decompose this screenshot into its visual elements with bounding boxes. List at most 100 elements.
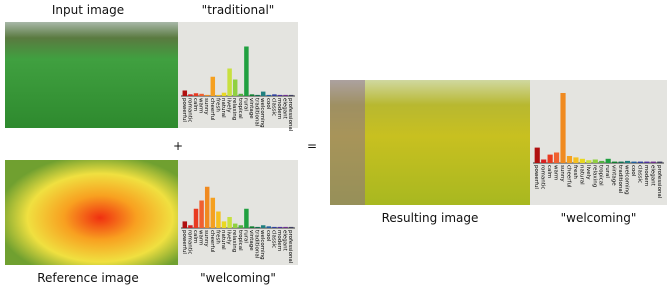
category-label: welcoming [624, 165, 630, 195]
chart-background [530, 80, 667, 205]
bar [194, 93, 198, 96]
category-label: modern [643, 165, 649, 187]
category-label: romantic [186, 98, 192, 122]
category-label: professional [287, 230, 293, 264]
category-label: sunny [203, 230, 209, 247]
category-label: fresh [214, 98, 220, 112]
category-label: rural [604, 165, 610, 178]
bar [267, 95, 271, 96]
bar [199, 94, 203, 96]
bar [289, 95, 293, 96]
category-label: romantic [540, 165, 546, 189]
category-label: welcoming [259, 230, 265, 260]
category-label: relaxing [591, 165, 597, 187]
category-label: cool [265, 98, 271, 110]
category-label: powerful [181, 98, 187, 122]
category-label: vintage [248, 98, 254, 119]
bar [625, 161, 630, 163]
bar [183, 91, 187, 97]
category-label: traditional [254, 98, 260, 127]
category-label: sunny [203, 98, 209, 115]
bar [272, 227, 276, 228]
category-label: natural [578, 165, 584, 185]
bar [657, 162, 662, 163]
category-label: calm [192, 98, 198, 111]
category-label: romantic [186, 230, 192, 254]
bar [644, 162, 649, 163]
category-label: traditional [617, 165, 623, 194]
category-label: relaxing [231, 230, 237, 252]
category-label: sunny [559, 165, 565, 182]
category-label: professional [656, 165, 662, 199]
category-label: cheerful [209, 230, 215, 253]
bar [205, 95, 209, 96]
bar [211, 198, 215, 228]
category-label: natural [220, 230, 226, 250]
category-label: cheerful [565, 165, 571, 188]
category-label: welcoming [259, 98, 265, 128]
bar [554, 153, 559, 164]
plus-sign: + [173, 139, 183, 153]
category-label: lively [585, 165, 591, 180]
bar [188, 94, 192, 96]
category-label: calm [192, 230, 198, 243]
category-label: classic [636, 165, 642, 183]
category-label: rural [242, 98, 248, 111]
bar [227, 217, 231, 228]
bar [216, 212, 220, 229]
bar [261, 92, 265, 96]
bar [638, 162, 643, 163]
bar [194, 209, 198, 228]
category-label: classic [270, 230, 276, 248]
category-label: cheerful [209, 98, 215, 121]
category-label: rural [242, 230, 248, 243]
bar [272, 94, 276, 96]
category-label: elegant [282, 98, 288, 120]
bar [199, 201, 203, 229]
bar [599, 161, 604, 163]
category-label: traditional [254, 230, 260, 259]
category-label: powerful [533, 165, 539, 189]
result-photo-shade [330, 80, 365, 205]
category-label: warm [198, 98, 204, 113]
input-caption: Input image [52, 3, 124, 17]
bar [244, 209, 248, 228]
category-label: natural [220, 98, 226, 118]
category-label: tropical [237, 230, 243, 251]
bar [244, 47, 248, 97]
category-label: lively [226, 98, 232, 113]
category-label: modern [276, 230, 282, 252]
bar [211, 77, 215, 96]
bar [255, 95, 259, 96]
category-label: calm [546, 165, 552, 178]
bar [606, 159, 611, 163]
bar [233, 80, 237, 97]
result-caption: Resulting image [382, 211, 479, 225]
category-label: modern [276, 98, 282, 120]
bar [283, 227, 287, 228]
category-label: tropical [237, 98, 243, 119]
bar [618, 162, 623, 163]
category-label: fresh [214, 230, 220, 244]
bar [535, 148, 540, 163]
reference-caption: Reference image [37, 271, 139, 285]
category-label: warm [198, 230, 204, 245]
category-label: elegant [649, 165, 655, 187]
category-label: warm [553, 165, 559, 180]
bar [548, 155, 553, 163]
category-label: cool [630, 165, 636, 177]
bar [250, 94, 254, 96]
bar [283, 95, 287, 96]
bar [580, 159, 585, 163]
category-label: powerful [181, 230, 187, 254]
bar [205, 187, 209, 228]
bar [239, 225, 243, 228]
bar [250, 226, 254, 228]
equals-sign: = [307, 139, 317, 153]
category-label: vintage [248, 230, 254, 251]
figure: Input image Reference image Resulting im… [0, 0, 667, 295]
category-label: fresh [572, 165, 578, 179]
category-label: classic [270, 98, 276, 116]
bar [188, 225, 192, 228]
bar [222, 221, 226, 228]
